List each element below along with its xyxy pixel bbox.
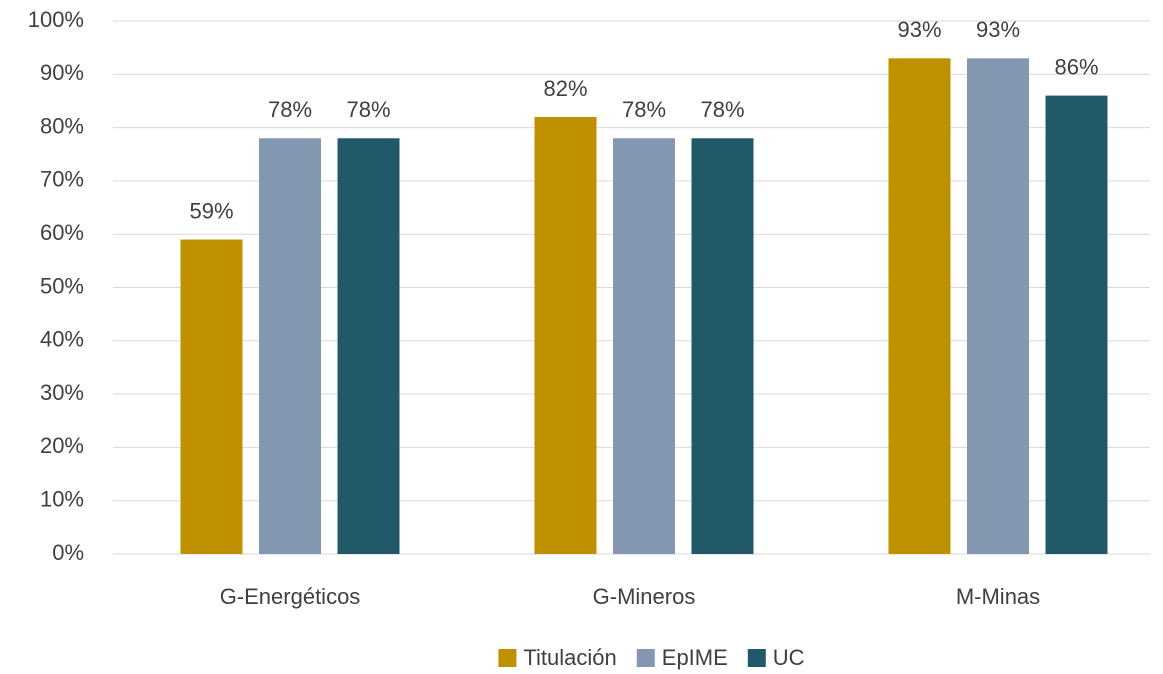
- y-tick-label: 70%: [40, 167, 84, 192]
- data-label: 78%: [622, 97, 666, 122]
- y-tick-label: 0%: [52, 540, 84, 565]
- data-label: 93%: [897, 17, 941, 42]
- y-tick-label: 50%: [40, 273, 84, 298]
- bar: [888, 58, 951, 555]
- bar: [180, 239, 243, 554]
- y-tick-label: 30%: [40, 380, 84, 405]
- legend-label: Titulación: [523, 645, 616, 670]
- y-tick-label: 10%: [40, 487, 84, 512]
- bar: [967, 58, 1029, 555]
- x-tick-label: G-Mineros: [593, 584, 696, 609]
- y-tick-label: 40%: [40, 327, 84, 352]
- data-label: 93%: [976, 17, 1020, 42]
- x-tick-label: G-Energéticos: [220, 584, 361, 609]
- bar: [259, 138, 321, 554]
- legend-label: UC: [773, 645, 805, 670]
- legend-swatch: [498, 649, 517, 667]
- data-label: 78%: [346, 97, 390, 122]
- bar: [1045, 95, 1108, 555]
- data-label: 78%: [268, 97, 312, 122]
- bar: [337, 138, 400, 554]
- data-label: 86%: [1054, 54, 1098, 79]
- data-label: 78%: [700, 97, 744, 122]
- y-tick-label: 80%: [40, 113, 84, 138]
- bar: [613, 138, 675, 554]
- y-tick-label: 20%: [40, 433, 84, 458]
- bar: [534, 116, 597, 554]
- legend-swatch: [747, 649, 766, 667]
- bar: [691, 138, 754, 554]
- legend-label: EpIME: [662, 645, 728, 670]
- y-tick-label: 100%: [28, 7, 84, 32]
- y-tick-label: 90%: [40, 60, 84, 85]
- x-tick-label: M-Minas: [956, 584, 1040, 609]
- legend-swatch: [636, 649, 655, 667]
- data-label: 82%: [543, 76, 587, 101]
- data-label: 59%: [189, 198, 233, 223]
- y-tick-label: 60%: [40, 220, 84, 245]
